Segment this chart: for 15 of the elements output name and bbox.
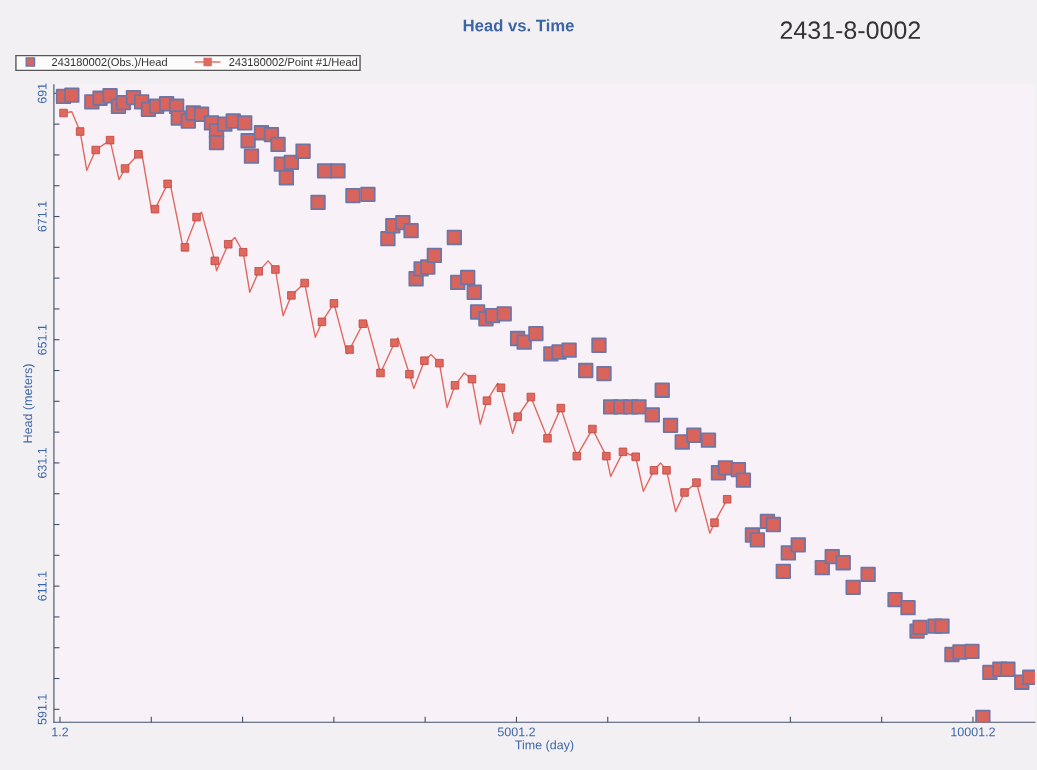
y-axis-title: Head (meters) bbox=[22, 364, 35, 443]
y-tick-label: 651.1 bbox=[37, 324, 47, 355]
y-tick-label: 591.1 bbox=[37, 694, 47, 725]
chart-title: Head vs. Time bbox=[463, 19, 574, 32]
y-tick-label: 691 bbox=[37, 83, 47, 104]
y-tick-label: 631.1 bbox=[37, 447, 47, 478]
x-tick-label: 5001.2 bbox=[497, 727, 535, 737]
x-tick-label: 10001.2 bbox=[951, 727, 995, 737]
x-axis-title: Time (day) bbox=[515, 740, 574, 752]
legend-label: 243180002(Obs.)/Head bbox=[52, 57, 167, 69]
text: 2431-8-0002 bbox=[780, 21, 920, 40]
x-tick-label: 1.2 bbox=[52, 727, 69, 737]
legend-label: 243180002/Point #1/Head bbox=[229, 57, 358, 66]
y-tick-label: 611.1 bbox=[37, 571, 47, 601]
y-tick-label: 671.1 bbox=[37, 201, 47, 232]
